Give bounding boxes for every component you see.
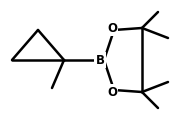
- Text: O: O: [107, 85, 117, 99]
- Text: B: B: [96, 54, 105, 66]
- Text: O: O: [107, 21, 117, 35]
